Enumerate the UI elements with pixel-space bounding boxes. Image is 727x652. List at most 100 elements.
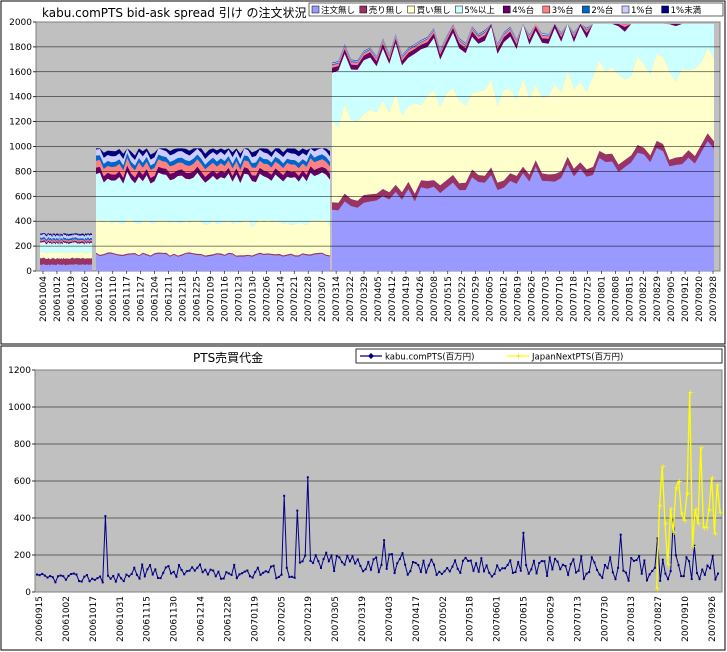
kabu-point <box>177 564 180 567</box>
legend-label: 売り無し <box>369 5 403 16</box>
kabu-point <box>138 577 141 580</box>
kabu-point <box>472 569 475 572</box>
kabu-point <box>406 573 409 576</box>
kabu-point <box>193 569 196 572</box>
kabu-point <box>75 573 78 576</box>
kabu-point <box>120 577 123 580</box>
spread-xtick-label: 20070725 <box>583 276 593 322</box>
turnover-xtick-label: 20061017 <box>89 596 99 642</box>
spread-ytick-label: 1000 <box>9 143 32 153</box>
turnover-xtick-label: 20070119 <box>250 596 260 642</box>
kabu-point <box>204 568 207 571</box>
kabu-point <box>446 567 449 570</box>
turnover-xtick-label: 20061130 <box>170 596 180 642</box>
kabu-point <box>322 557 325 560</box>
spread-xtick-label: 20070221 <box>290 276 300 322</box>
kabu-point <box>362 570 365 573</box>
kabu-point <box>711 554 714 557</box>
kabu-point <box>564 564 567 567</box>
turnover-xtick-label: 20070403 <box>385 596 395 642</box>
kabu-point <box>230 573 233 576</box>
spread-xtick-label: 20070815 <box>625 276 635 322</box>
japannext-series-line <box>656 392 721 589</box>
kabu-point <box>680 575 683 578</box>
kabu-point <box>264 570 267 573</box>
kabu-point <box>611 571 614 574</box>
kabu-point <box>496 564 499 567</box>
kabu-point <box>212 569 215 572</box>
legend-label: 注文無し <box>321 5 355 16</box>
kabu-point <box>199 563 202 566</box>
kabu-point <box>309 559 312 562</box>
kabu-point <box>388 553 391 556</box>
kabu-point <box>401 552 404 555</box>
japannext-point: + <box>679 510 686 519</box>
spread-xtick-label: 20070412 <box>388 276 398 322</box>
kabu-point <box>49 575 52 578</box>
spread-area-layer <box>332 23 714 127</box>
kabu-point <box>667 578 670 581</box>
kabu-point <box>380 563 383 566</box>
kabu-point <box>706 564 709 567</box>
kabu-point <box>404 563 407 566</box>
svg-text:+: + <box>515 352 522 361</box>
kabu-point <box>567 573 570 576</box>
spread-xtick-label: 20070329 <box>360 276 370 322</box>
legend-swatch <box>311 5 320 14</box>
kabu-point <box>243 570 246 573</box>
kabu-point <box>351 555 354 558</box>
kabu-point <box>409 570 412 573</box>
kabu-point <box>296 509 299 512</box>
kabu-point <box>235 577 238 580</box>
kabu-point <box>254 571 257 574</box>
japannext-point: + <box>706 505 713 514</box>
kabu-point <box>643 559 646 562</box>
spread-xtick-label: 20070710 <box>555 276 565 322</box>
kabu-point <box>425 571 428 574</box>
turnover-xtick-label: 20070813 <box>627 596 637 642</box>
kabu-point <box>72 572 75 575</box>
spread-xtick-label: 20070109 <box>206 276 216 322</box>
kabu-point <box>590 556 593 559</box>
kabu-point <box>112 574 115 577</box>
spread-area-layer <box>40 257 92 266</box>
kabu-point <box>275 577 278 580</box>
kabu-point <box>293 576 296 579</box>
spread-xtick-label: 20070822 <box>639 276 649 322</box>
kabu-point <box>653 566 656 569</box>
kabu-point <box>596 568 599 571</box>
kabu-point <box>78 580 81 583</box>
kabu-point <box>338 556 341 559</box>
spread-xtick-label: 20070829 <box>653 276 663 322</box>
kabu-point <box>659 579 662 582</box>
spread-area-layer <box>96 148 330 160</box>
kabu-point <box>67 574 70 577</box>
turnover-chart: ++++++++++++++++++++++++ 020040060080010… <box>0 345 726 651</box>
spread-xtick-label: 20070619 <box>514 276 524 322</box>
turnover-xtick-label: 20070910 <box>681 596 691 642</box>
spread-xtick-label: 20061019 <box>67 276 77 322</box>
turnover-ytick-label: 1000 <box>8 403 31 413</box>
legend-label: 5%以上 <box>464 6 495 16</box>
kabu-point <box>227 572 230 575</box>
turnover-xtick-label: 20061214 <box>197 596 207 642</box>
kabu-point <box>485 564 488 567</box>
kabu-point <box>43 574 46 577</box>
spread-ytick-label: 0 <box>26 267 32 277</box>
kabu-point <box>354 562 357 565</box>
japannext-point: + <box>704 523 711 532</box>
kabu-point <box>390 553 393 556</box>
kabu-point <box>333 569 336 572</box>
spread-ytick-label: 200 <box>15 242 32 252</box>
spread-xtick-label: 20070912 <box>681 276 691 322</box>
kabu-point <box>535 572 538 575</box>
kabu-point <box>238 573 241 576</box>
spread-chart-title: kabu.comPTS bid-ask spread 引け の注文状況 <box>42 5 307 20</box>
kabu-point <box>196 566 199 569</box>
kabu-point <box>172 570 175 573</box>
spread-area-layer <box>332 133 714 211</box>
legend-japannext: JapanNextPTS(百万円) <box>531 353 623 363</box>
spread-ytick-label: 1800 <box>9 43 32 53</box>
spread-ytick-label: 400 <box>15 217 32 227</box>
spread-xtick-label: 20070419 <box>402 276 412 322</box>
